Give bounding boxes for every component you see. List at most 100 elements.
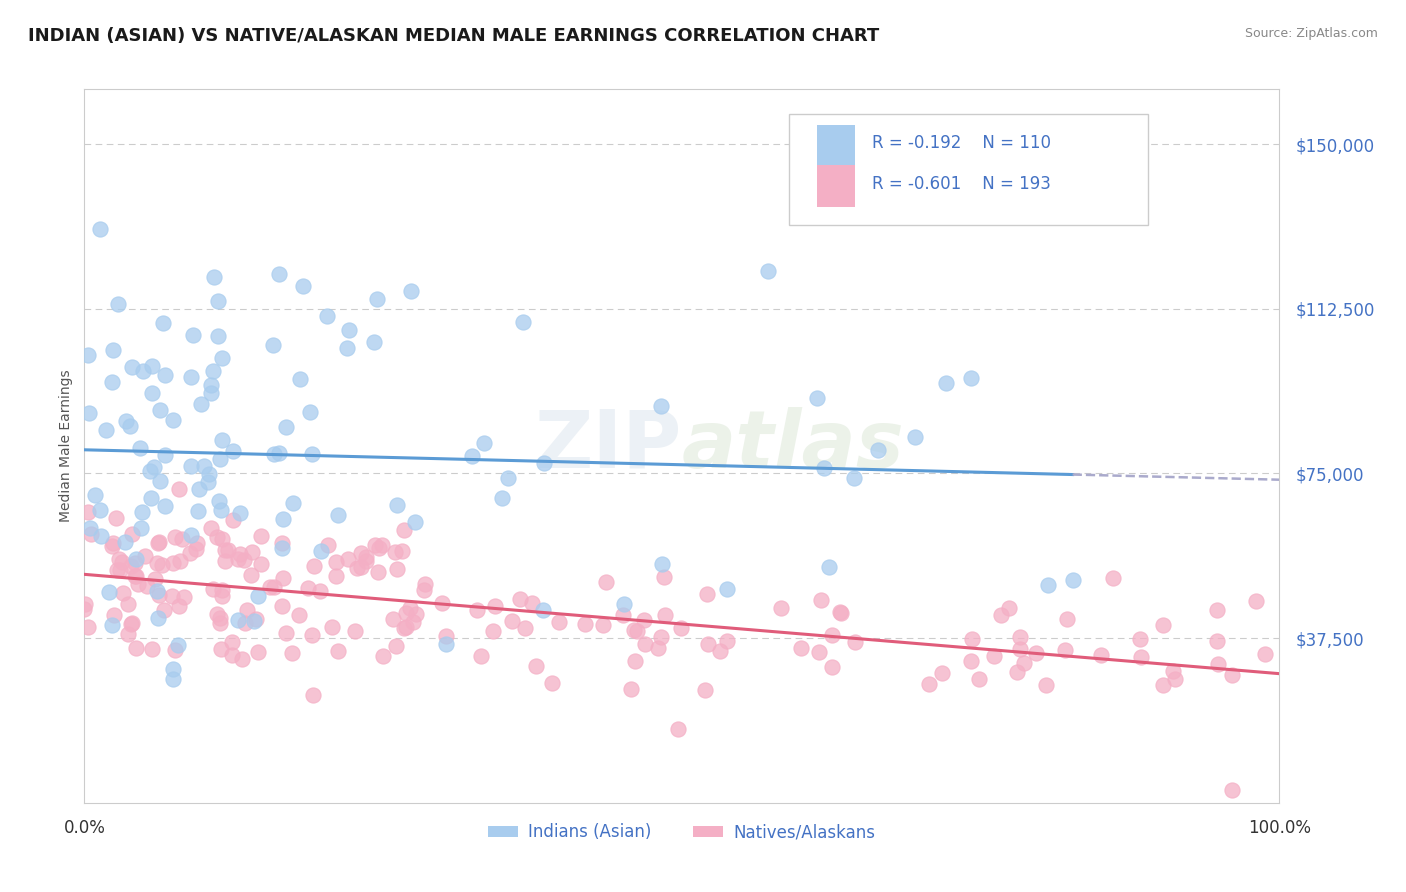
Point (373, 648, 395, 663)
Point (328, 508, 350, 523)
Point (211, 589, 233, 603)
Point (121, 360, 143, 375)
Point (136, 580, 159, 594)
Point (990, 608, 1012, 623)
Point (190, 397, 212, 411)
Point (139, 464, 162, 478)
Point (299, 405, 322, 419)
Text: R = -0.192    N = 110: R = -0.192 N = 110 (872, 134, 1050, 152)
Point (392, 523, 415, 537)
Point (671, 621, 693, 635)
Point (491, 491, 513, 506)
Point (309, 583, 332, 598)
Point (201, 364, 224, 378)
Legend: Indians (Asian), Natives/Alaskans: Indians (Asian), Natives/Alaskans (482, 817, 882, 848)
Point (472, 435, 495, 450)
Point (105, 563, 128, 577)
Point (129, 520, 152, 534)
Point (200, 385, 222, 400)
Point (343, 624, 366, 639)
Point (271, 541, 294, 555)
Point (271, 599, 294, 614)
Point (120, 418, 142, 433)
Point (200, 378, 222, 392)
Point (211, 583, 233, 598)
Point (524, 659, 547, 673)
Point (1163, 664, 1185, 678)
Point (531, 603, 554, 617)
Point (287, 607, 309, 622)
Point (960, 632, 983, 646)
Point (693, 683, 716, 698)
Point (697, 637, 720, 651)
Point (170, 533, 193, 547)
Point (163, 529, 186, 543)
Point (180, 370, 202, 384)
Point (807, 645, 830, 659)
Point (1244, 593, 1267, 607)
Point (89, 222, 111, 236)
Point (226, 613, 249, 627)
Point (173, 590, 195, 604)
Point (117, 598, 139, 612)
Point (262, 338, 284, 352)
Point (484, 599, 506, 613)
Point (211, 532, 233, 546)
Point (354, 550, 377, 565)
Point (148, 588, 170, 602)
Point (654, 607, 676, 622)
Point (108, 551, 131, 566)
Point (117, 626, 139, 640)
Point (274, 626, 297, 640)
Point (321, 620, 343, 634)
Point (107, 296, 129, 310)
Point (101, 539, 124, 553)
Point (434, 638, 457, 652)
Point (83, 488, 105, 502)
Point (202, 270, 225, 285)
Point (221, 648, 243, 662)
Point (101, 617, 124, 632)
Point (146, 536, 169, 550)
Point (263, 580, 285, 594)
Point (207, 329, 229, 343)
Point (434, 629, 457, 643)
Point (1129, 632, 1152, 646)
Point (271, 512, 294, 526)
Point (983, 648, 1005, 663)
Point (821, 660, 844, 674)
Point (267, 446, 290, 460)
Point (533, 456, 555, 470)
Point (650, 399, 672, 413)
Point (501, 614, 523, 628)
Point (650, 630, 672, 644)
Point (120, 616, 142, 631)
FancyBboxPatch shape (817, 125, 855, 167)
Point (271, 572, 294, 586)
Point (250, 529, 273, 543)
Point (153, 499, 176, 513)
Point (101, 376, 124, 390)
Point (1036, 578, 1059, 592)
Point (1056, 612, 1078, 626)
Point (364, 538, 387, 552)
Point (817, 560, 839, 574)
Point (666, 722, 689, 736)
Point (806, 391, 828, 405)
Point (120, 558, 142, 573)
Point (363, 335, 385, 350)
Point (634, 637, 657, 651)
Point (193, 459, 215, 474)
Point (291, 279, 314, 293)
Point (259, 580, 281, 594)
Point (167, 599, 190, 614)
Point (346, 561, 368, 575)
Point (103, 343, 125, 358)
Point (263, 447, 285, 461)
Point (574, 616, 596, 631)
FancyBboxPatch shape (817, 165, 855, 207)
Point (998, 600, 1021, 615)
Point (184, 541, 207, 556)
Point (188, 482, 211, 496)
Point (647, 640, 669, 655)
